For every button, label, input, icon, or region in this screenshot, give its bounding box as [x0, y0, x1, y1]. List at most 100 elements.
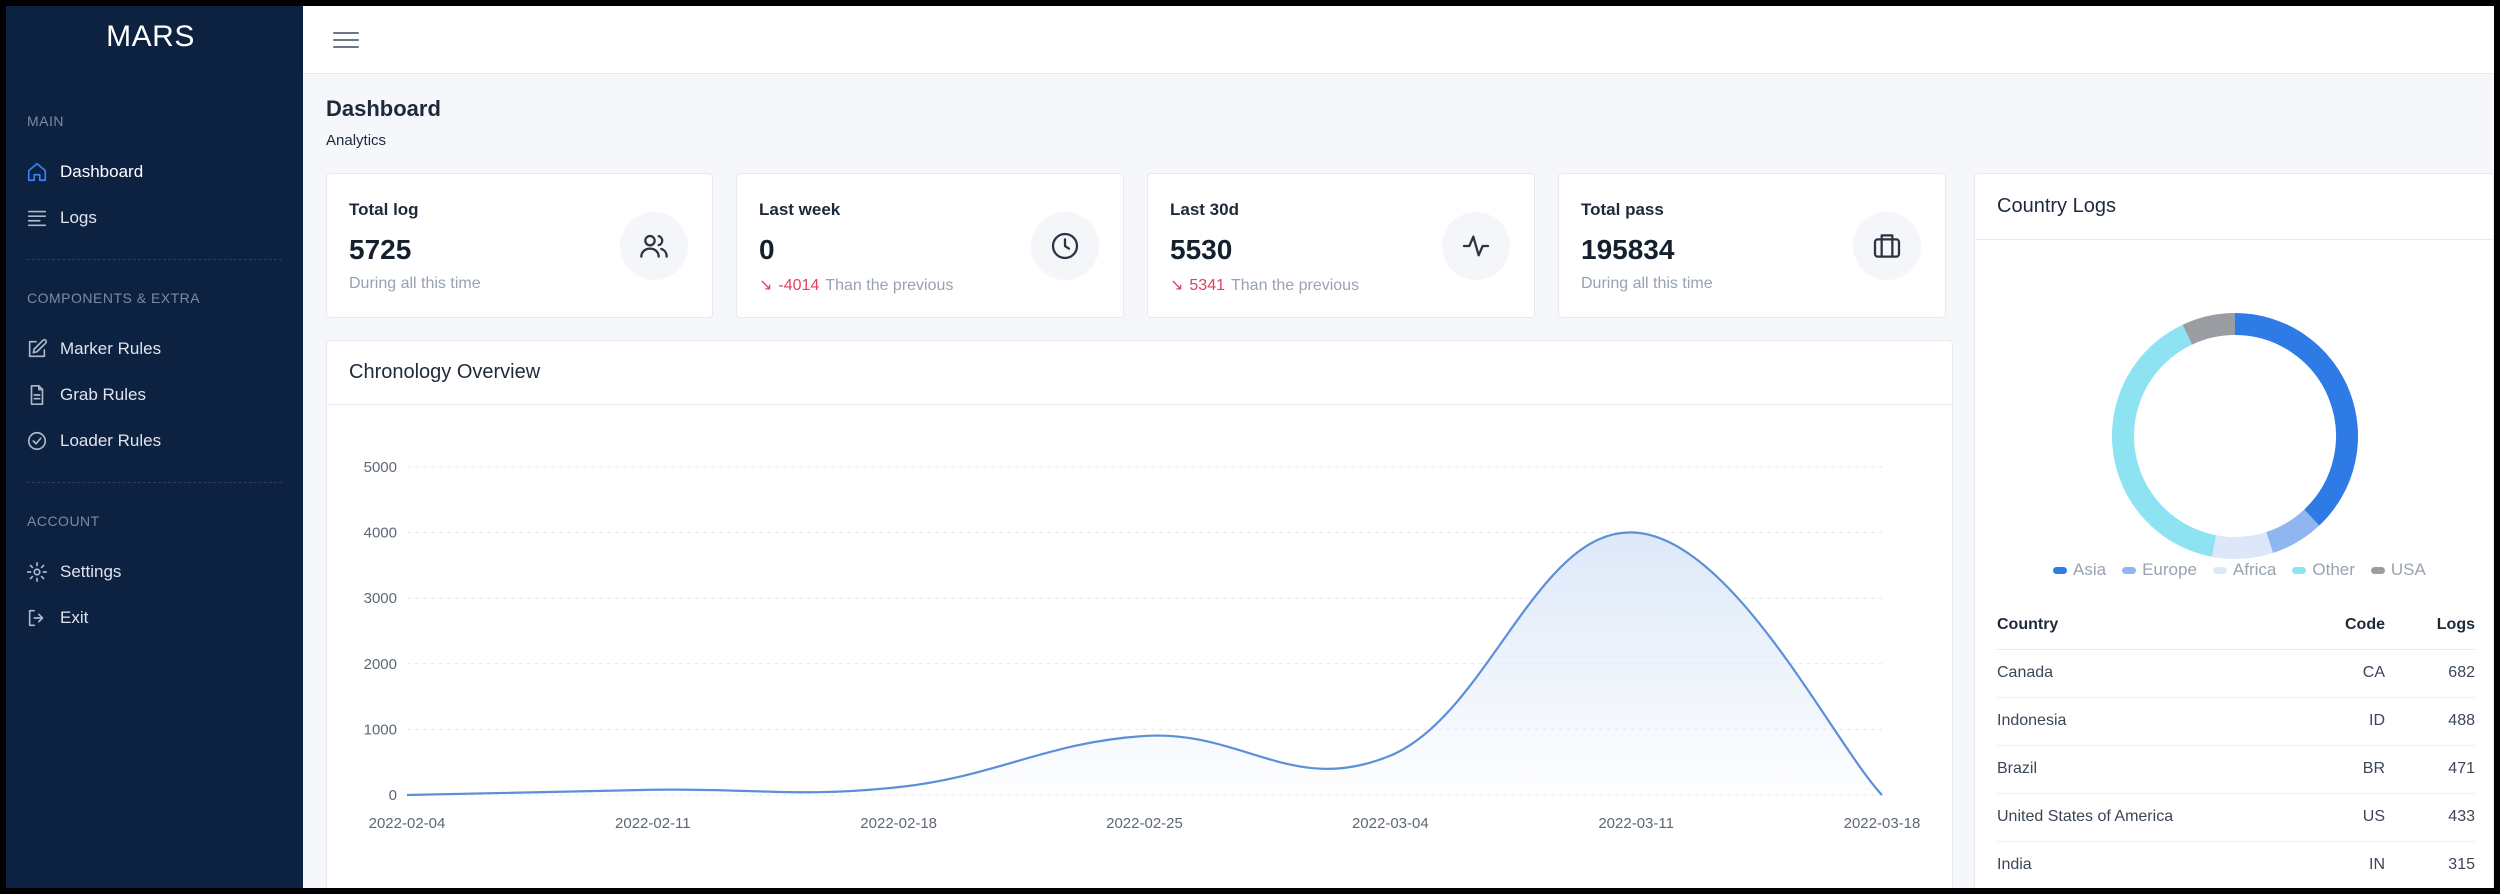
column-header-code[interactable]: Code: [2305, 601, 2385, 650]
y-tick-label: 2000: [364, 656, 397, 673]
list-icon: [27, 210, 47, 227]
cell-logs: 315: [2385, 841, 2475, 888]
country-table: Country Code Logs Canada CA 682 Indonesi…: [1997, 601, 2475, 888]
briefcase-icon: [1853, 212, 1921, 280]
table-row[interactable]: United States of America US 433: [1997, 793, 2475, 842]
donut-slice-other[interactable]: [2112, 324, 2217, 557]
sidebar-item-label: Settings: [60, 562, 122, 581]
y-tick-label: 4000: [364, 525, 397, 542]
trend-down-icon: ↘: [1170, 277, 1184, 294]
trend-down-icon: ↘: [759, 277, 773, 294]
menu-toggle-icon[interactable]: [333, 29, 359, 51]
x-tick-label: 2022-02-25: [1106, 815, 1183, 832]
check-circle-icon: [27, 431, 47, 451]
donut-slice-africa[interactable]: [2211, 531, 2274, 559]
stat-value: 0: [759, 234, 775, 265]
legend-item-other[interactable]: Other: [2292, 560, 2355, 580]
column-header-logs[interactable]: Logs: [2385, 601, 2475, 650]
cell-country: Brazil: [1997, 745, 2305, 794]
stat-label: Total pass: [1581, 200, 1664, 219]
stat-value: 5725: [349, 234, 412, 265]
page-title: Dashboard: [326, 96, 441, 121]
y-tick-label: 0: [389, 787, 397, 804]
table-header-row: Country Code Logs: [1997, 601, 2475, 650]
sidebar-item-dashboard[interactable]: Dashboard: [6, 149, 303, 195]
series-line[interactable]: [406, 531, 1883, 797]
table-row[interactable]: Indonesia ID 488: [1997, 697, 2475, 746]
sidebar-item-settings[interactable]: Settings: [6, 549, 303, 595]
table-row[interactable]: Canada CA 682: [1997, 649, 2475, 698]
sidebar: MARS MAIN Dashboard Logs COMPONENTS & EX…: [6, 6, 303, 888]
stat-card-total-log: Total log 5725 During all this time: [326, 173, 713, 318]
stat-foot-text: Than the previous: [1231, 277, 1360, 294]
area-fill: [407, 532, 1882, 795]
stat-card-last-30d: Last 30d 5530 ↘ 5341 Than the previous: [1147, 173, 1535, 318]
legend-swatch: [2370, 566, 2385, 574]
cell-logs: 433: [2385, 793, 2475, 842]
stat-foot-text: Than the previous: [825, 277, 954, 294]
cell-code: US: [2305, 793, 2385, 842]
x-tick-label: 2022-02-04: [369, 815, 446, 832]
nav-section-components: COMPONENTS & EXTRA: [27, 290, 201, 306]
chronology-card: Chronology Overview 0 1000 2000 3000 4000 500…: [326, 340, 1953, 888]
cell-country: Indonesia: [1997, 697, 2305, 746]
legend-swatch: [2122, 566, 2137, 574]
legend-item-asia[interactable]: Asia: [2053, 560, 2106, 580]
donut-slice-europe[interactable]: [2265, 509, 2320, 553]
users-icon: [620, 212, 688, 280]
sidebar-item-label: Logs: [60, 208, 97, 227]
logout-icon: [28, 609, 44, 627]
topbar: [303, 6, 2494, 74]
file-icon: [30, 385, 44, 405]
sidebar-item-loader-rules[interactable]: Loader Rules: [6, 418, 303, 464]
donut-slice-asia[interactable]: [2234, 313, 2358, 526]
sidebar-item-label: Dashboard: [60, 162, 144, 181]
country-donut-chart[interactable]: [2073, 274, 2397, 598]
sidebar-item-exit[interactable]: Exit: [6, 595, 303, 641]
stat-delta: -4014: [778, 277, 820, 294]
cell-country: India: [1997, 841, 2305, 888]
legend-swatch: [2292, 566, 2307, 574]
nav-divider: [27, 482, 282, 483]
sidebar-item-label: Marker Rules: [60, 339, 162, 358]
stat-value: 5530: [1170, 234, 1233, 265]
column-header-country[interactable]: Country: [1997, 601, 2305, 650]
legend-item-europe[interactable]: Europe: [2122, 560, 2197, 580]
sidebar-item-logs[interactable]: Logs: [6, 195, 303, 241]
legend-item-usa[interactable]: USA: [2370, 560, 2426, 580]
page-header: Dashboard Analytics: [326, 96, 441, 149]
gear-icon: [27, 562, 47, 582]
table-row[interactable]: Brazil BR 471: [1997, 745, 2475, 794]
cell-logs: 471: [2385, 745, 2475, 794]
stat-label: Last week: [759, 200, 841, 219]
donut-slice-usa[interactable]: [2182, 313, 2236, 345]
app-window: MARS MAIN Dashboard Logs COMPONENTS & EX…: [6, 6, 2494, 888]
sidebar-item-label: Exit: [60, 608, 89, 627]
nav-section-main: MAIN: [27, 113, 64, 129]
stat-foot: During all this time: [1581, 275, 1713, 292]
x-tick-label: 2022-03-11: [1598, 815, 1674, 832]
x-tick-label: 2022-03-04: [1352, 815, 1429, 832]
table-row[interactable]: India IN 315: [1997, 841, 2475, 888]
home-icon: [27, 162, 47, 182]
stat-label: Last 30d: [1170, 200, 1239, 219]
legend-label: USA: [2390, 560, 2426, 579]
cell-logs: 682: [2385, 649, 2475, 698]
sidebar-item-label: Grab Rules: [60, 385, 146, 404]
chronology-chart[interactable]: 0 1000 2000 3000 4000 5000 2022-02-04 2022-02-1…: [327, 405, 1952, 888]
stat-card-last-week: Last week 0 ↘ -4014 Than the previous: [736, 173, 1124, 318]
sidebar-item-label: Loader Rules: [60, 431, 162, 450]
legend-swatch: [2212, 566, 2227, 574]
legend-item-africa[interactable]: Africa: [2212, 560, 2276, 580]
chronology-title: Chronology Overview: [327, 341, 1952, 405]
nav-section-account: ACCOUNT: [27, 513, 100, 529]
brand-logo[interactable]: MARS: [106, 20, 195, 53]
x-tick-label: 2022-03-18: [1844, 815, 1921, 832]
country-logs-card: Country Logs Asia Europe Africa Other US…: [1974, 173, 2494, 888]
stat-foot: ↘ 5341 Than the previous: [1170, 275, 1359, 295]
sidebar-item-grab-rules[interactable]: Grab Rules: [6, 372, 303, 418]
cell-logs: 488: [2385, 697, 2475, 746]
legend-label: Asia: [2073, 560, 2107, 579]
stat-value: 195834: [1581, 234, 1675, 265]
sidebar-item-marker-rules[interactable]: Marker Rules: [6, 326, 303, 372]
